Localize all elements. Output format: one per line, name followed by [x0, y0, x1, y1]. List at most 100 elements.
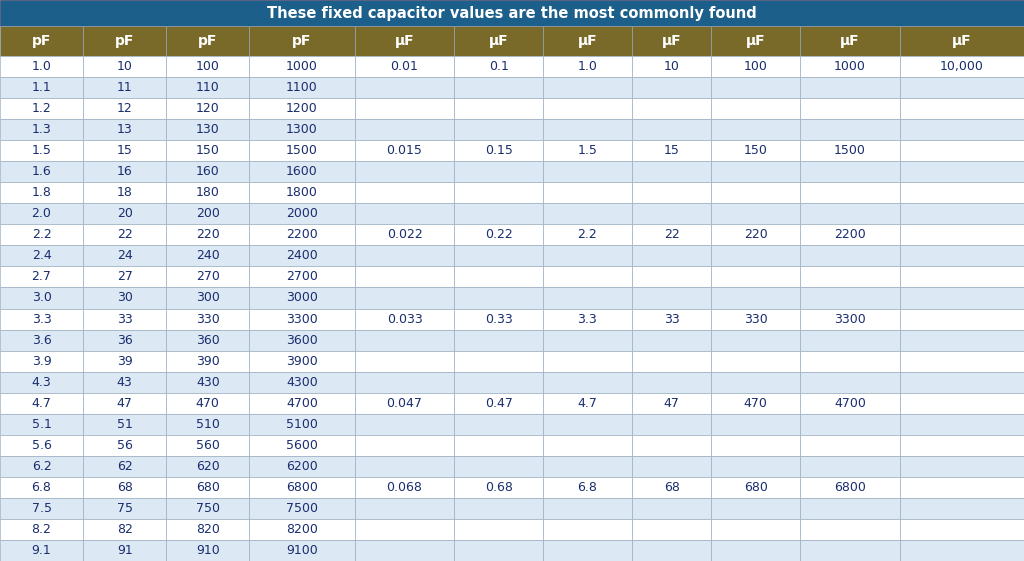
- Bar: [166, 309, 250, 329]
- Bar: [632, 519, 712, 540]
- Text: 1.0: 1.0: [578, 60, 597, 73]
- Bar: [166, 519, 250, 540]
- Bar: [354, 456, 455, 477]
- Bar: [800, 203, 900, 224]
- Bar: [455, 309, 543, 329]
- Text: 2.2: 2.2: [32, 228, 51, 241]
- Text: 1300: 1300: [286, 123, 317, 136]
- Bar: [632, 371, 712, 393]
- Bar: [712, 498, 800, 519]
- Text: 2000: 2000: [286, 208, 317, 220]
- Text: 7500: 7500: [286, 502, 318, 515]
- Bar: [0, 26, 83, 56]
- Bar: [800, 266, 900, 287]
- Bar: [543, 98, 632, 119]
- Bar: [455, 435, 543, 456]
- Text: μF: μF: [746, 34, 766, 48]
- Bar: [543, 329, 632, 351]
- Bar: [800, 413, 900, 435]
- Text: 10,000: 10,000: [940, 60, 984, 73]
- Text: 4.3: 4.3: [32, 376, 51, 389]
- Text: 22: 22: [117, 228, 132, 241]
- Bar: [712, 245, 800, 266]
- Text: 4300: 4300: [286, 376, 317, 389]
- Text: 62: 62: [117, 460, 132, 473]
- Text: 0.47: 0.47: [484, 397, 513, 410]
- Bar: [543, 309, 632, 329]
- Bar: [0, 435, 83, 456]
- Bar: [0, 329, 83, 351]
- Text: 7.5: 7.5: [32, 502, 51, 515]
- Bar: [543, 371, 632, 393]
- Bar: [900, 26, 1024, 56]
- Text: 750: 750: [196, 502, 220, 515]
- Bar: [712, 26, 800, 56]
- Bar: [543, 435, 632, 456]
- Text: 68: 68: [117, 481, 133, 494]
- Text: 3.6: 3.6: [32, 334, 51, 347]
- Text: 8.2: 8.2: [32, 523, 51, 536]
- Bar: [0, 519, 83, 540]
- Bar: [83, 519, 166, 540]
- Bar: [455, 351, 543, 371]
- Bar: [632, 161, 712, 182]
- Text: 1.2: 1.2: [32, 102, 51, 115]
- Bar: [543, 351, 632, 371]
- Bar: [712, 393, 800, 413]
- Bar: [83, 119, 166, 140]
- Text: pF: pF: [292, 34, 311, 48]
- Bar: [543, 519, 632, 540]
- Bar: [354, 182, 455, 203]
- Bar: [0, 98, 83, 119]
- Text: 33: 33: [664, 312, 680, 325]
- Bar: [900, 161, 1024, 182]
- Bar: [900, 224, 1024, 245]
- Text: 5.6: 5.6: [32, 439, 51, 452]
- Bar: [712, 371, 800, 393]
- Bar: [83, 140, 166, 161]
- Bar: [166, 413, 250, 435]
- Bar: [455, 182, 543, 203]
- Bar: [354, 161, 455, 182]
- Text: 91: 91: [117, 544, 132, 557]
- Text: 1800: 1800: [286, 186, 317, 199]
- Text: 1000: 1000: [835, 60, 866, 73]
- Text: 680: 680: [196, 481, 220, 494]
- Bar: [632, 498, 712, 519]
- Bar: [354, 140, 455, 161]
- Bar: [455, 287, 543, 309]
- Bar: [800, 245, 900, 266]
- Bar: [632, 98, 712, 119]
- Bar: [455, 140, 543, 161]
- Bar: [800, 287, 900, 309]
- Bar: [455, 477, 543, 498]
- Text: μF: μF: [578, 34, 597, 48]
- Bar: [632, 287, 712, 309]
- Text: 330: 330: [743, 312, 768, 325]
- Bar: [354, 56, 455, 77]
- Bar: [250, 540, 354, 561]
- Text: 0.01: 0.01: [390, 60, 419, 73]
- Bar: [166, 77, 250, 98]
- Bar: [250, 77, 354, 98]
- Bar: [712, 309, 800, 329]
- Text: 3.3: 3.3: [32, 312, 51, 325]
- Bar: [83, 26, 166, 56]
- Text: 470: 470: [743, 397, 768, 410]
- Bar: [543, 161, 632, 182]
- Text: 18: 18: [117, 186, 133, 199]
- Bar: [543, 77, 632, 98]
- Bar: [632, 140, 712, 161]
- Bar: [712, 519, 800, 540]
- Text: 5.1: 5.1: [32, 418, 51, 431]
- Text: 51: 51: [117, 418, 133, 431]
- Text: 0.033: 0.033: [387, 312, 422, 325]
- Text: 4.7: 4.7: [578, 397, 597, 410]
- Bar: [900, 266, 1024, 287]
- Bar: [354, 224, 455, 245]
- Bar: [83, 329, 166, 351]
- Bar: [632, 456, 712, 477]
- Bar: [166, 182, 250, 203]
- Bar: [900, 477, 1024, 498]
- Text: 430: 430: [196, 376, 220, 389]
